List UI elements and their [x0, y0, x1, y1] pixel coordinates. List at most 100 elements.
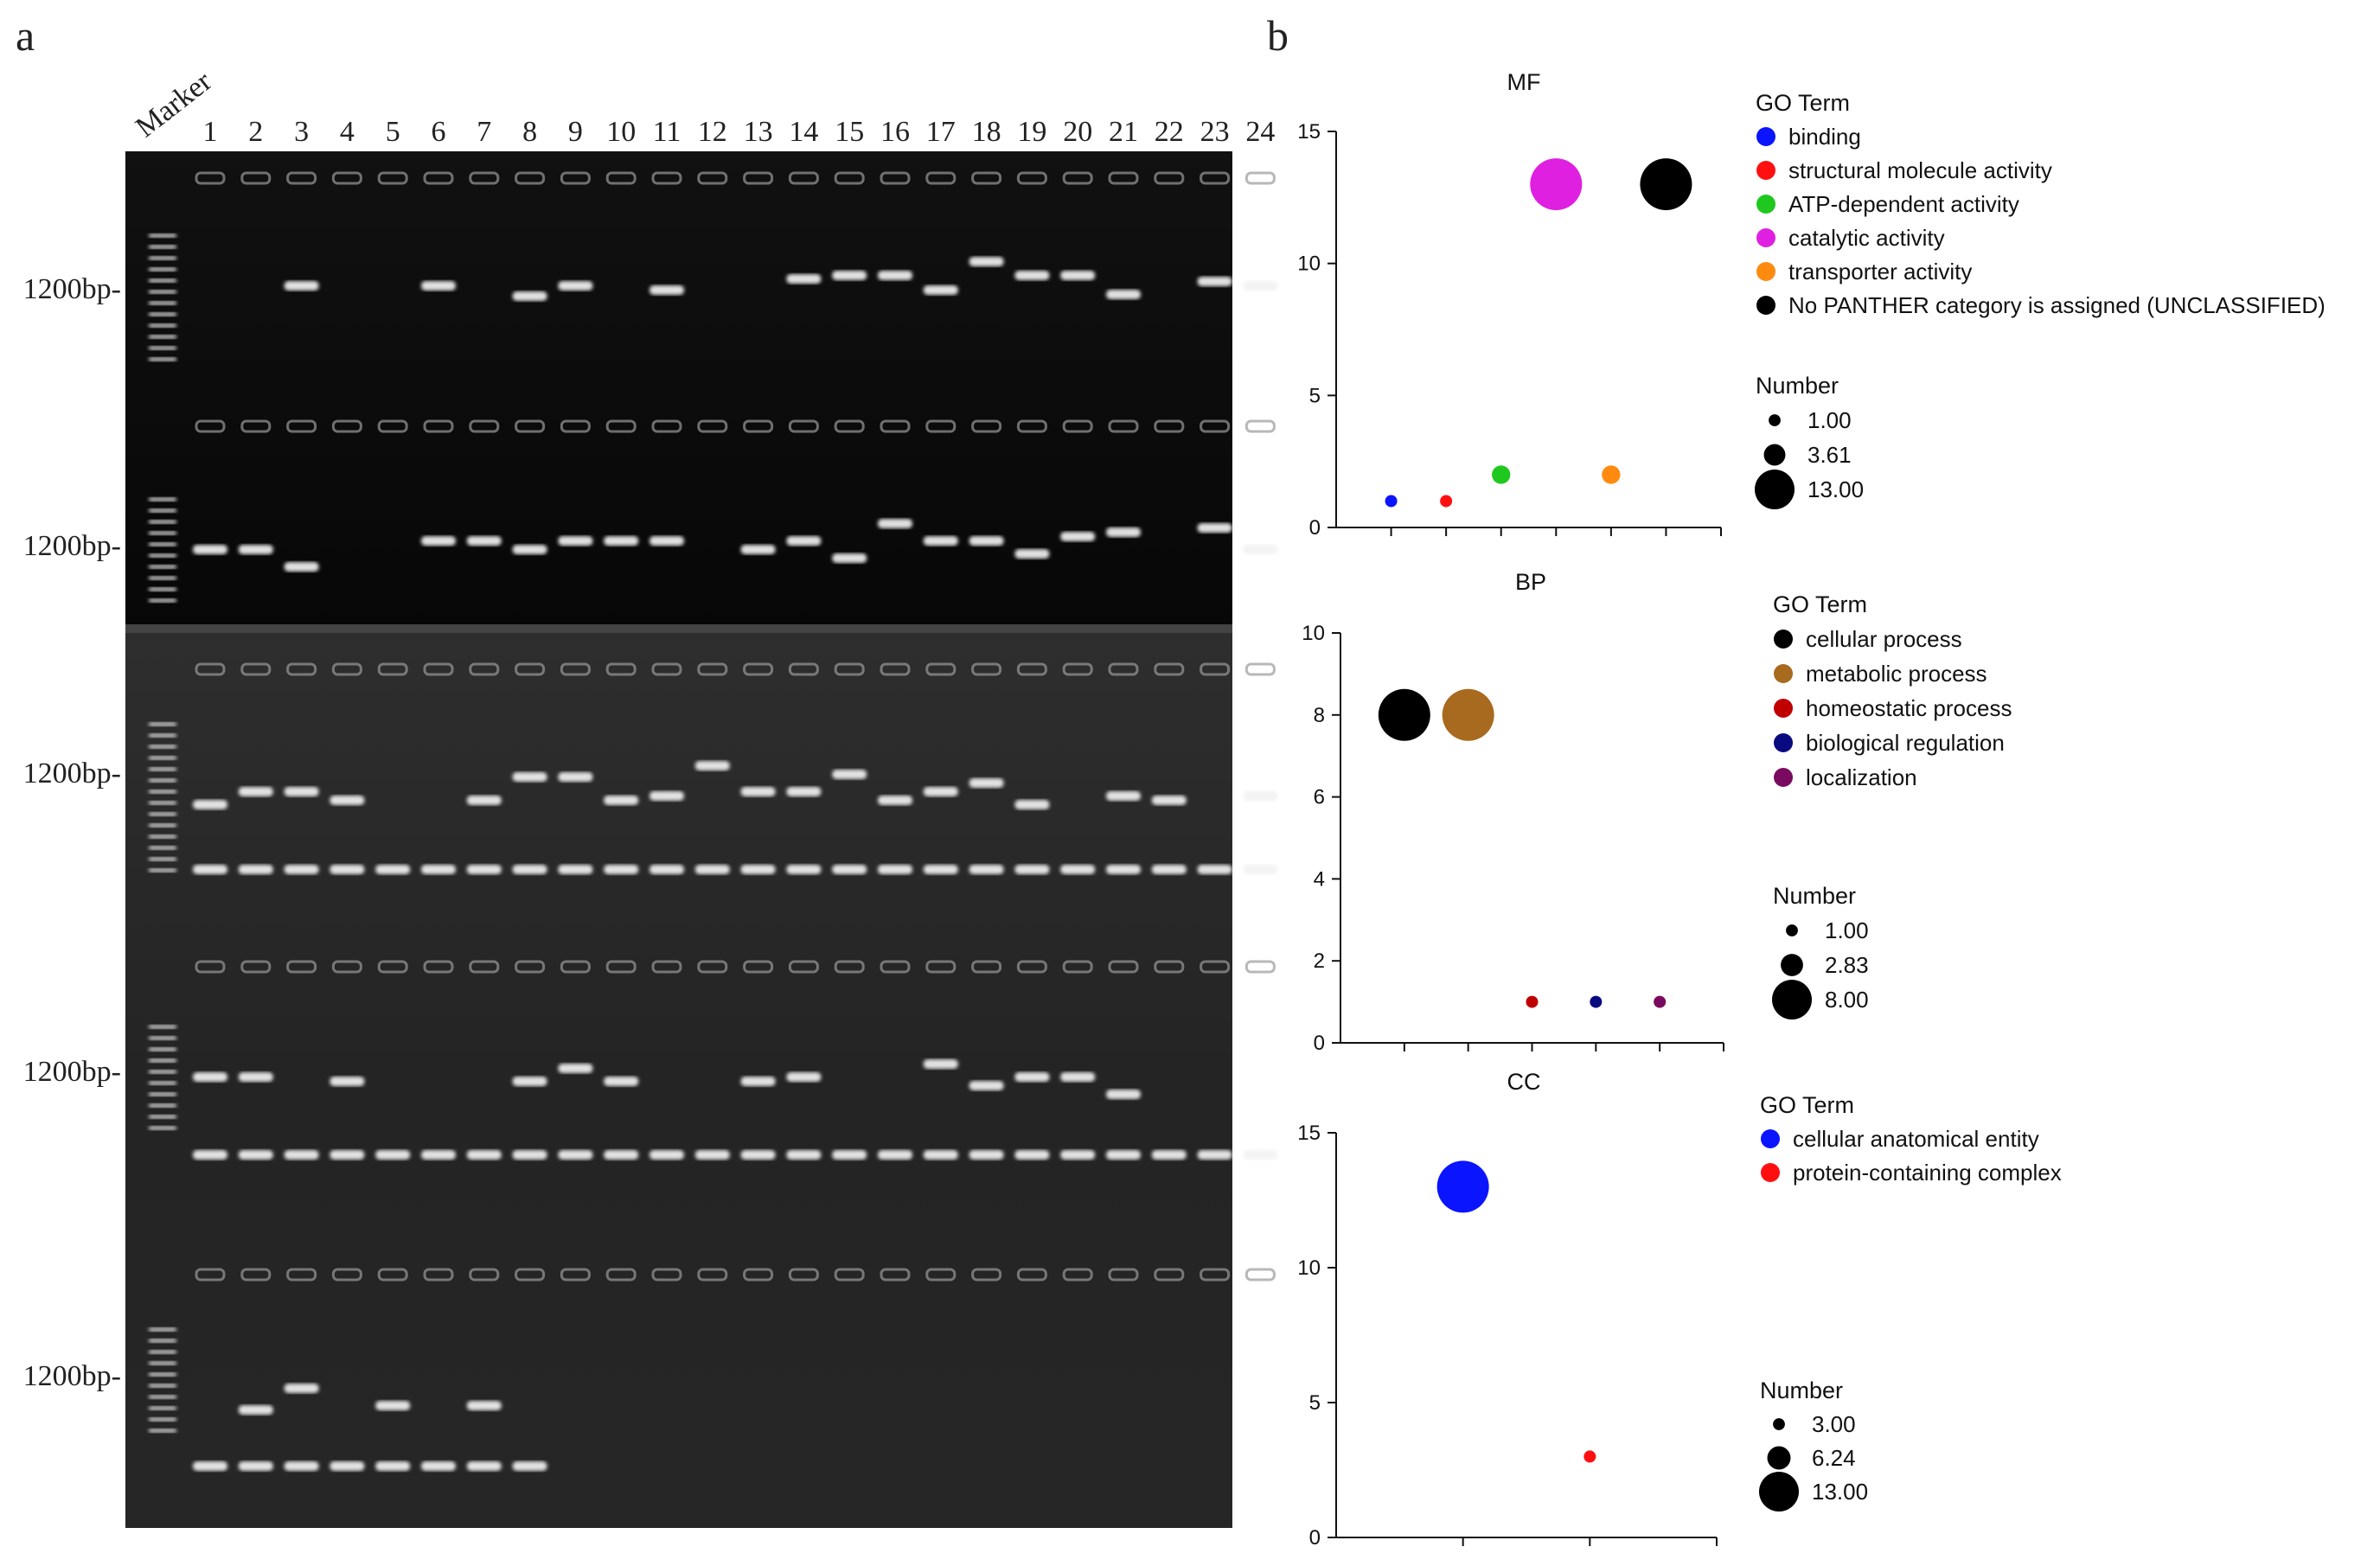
gel-well	[834, 171, 865, 185]
marker-band	[149, 1372, 176, 1377]
gel-well	[377, 960, 408, 974]
gel-band	[878, 519, 912, 528]
marker-band	[149, 789, 176, 794]
gel-band	[558, 1064, 593, 1073]
size-legend-marker	[1769, 414, 1781, 426]
gel-band	[238, 1405, 273, 1415]
marker-band	[149, 1092, 176, 1096]
marker-band	[149, 1417, 176, 1422]
gel-band	[740, 1077, 776, 1086]
gel-well	[286, 1268, 317, 1282]
gel-band	[466, 865, 502, 874]
gel-well	[1016, 419, 1047, 433]
gel-well	[469, 419, 500, 433]
gel-band	[969, 865, 1004, 874]
data-point	[1654, 995, 1667, 1008]
gel-band	[923, 1059, 958, 1069]
gel-band	[832, 271, 867, 280]
y-tick-label: 2	[1314, 949, 1325, 973]
gel-top	[125, 151, 1232, 629]
legend-entry: protein-containing complex	[1793, 1160, 2062, 1186]
gel-band	[1197, 523, 1232, 533]
gel-well	[697, 1268, 728, 1282]
gel-well	[1062, 171, 1093, 185]
gel-well	[697, 960, 728, 974]
gel-well	[743, 960, 774, 974]
gel-band	[1014, 549, 1050, 559]
gel-well	[697, 662, 728, 676]
gel-band	[786, 274, 822, 284]
gel-band	[1106, 290, 1141, 299]
size-legend-label: 3.61	[1807, 442, 1852, 468]
legend-entry: No PANTHER category is assigned (UNCLASS…	[1788, 292, 2326, 318]
marker-band	[149, 857, 176, 861]
gel-band	[878, 1150, 912, 1160]
lane-number: 12	[698, 116, 727, 148]
data-point	[1602, 465, 1621, 484]
gel-well	[1154, 960, 1185, 974]
lane-number: 9	[568, 116, 583, 148]
gel-band	[512, 772, 547, 782]
size-legend-title: Number	[1773, 883, 1856, 909]
gel-band	[1106, 527, 1141, 537]
gel-band	[740, 1150, 776, 1160]
gel-well	[1108, 171, 1139, 185]
marker-band	[149, 301, 176, 305]
chart-mf: MF 0 5 10 15 GO Term binding structural molecul…	[1297, 69, 2326, 540]
lane-number: 14	[789, 116, 818, 148]
gel-well	[880, 1268, 911, 1282]
gel-band	[375, 865, 411, 874]
gel-well	[1016, 171, 1047, 185]
lane-number: 11	[653, 116, 681, 148]
gel-band	[238, 1150, 273, 1160]
gel-band	[193, 1461, 227, 1471]
gel-well	[1062, 1268, 1093, 1282]
legend-entry: biological regulation	[1806, 730, 2005, 756]
y-tick-label: 0	[1314, 1032, 1325, 1055]
gel-band	[604, 1150, 639, 1160]
gel-band	[1197, 277, 1232, 286]
size-legend-label: 1.00	[1807, 407, 1852, 433]
gel-well	[1154, 662, 1185, 676]
gel-band	[193, 1150, 227, 1160]
size-legend-marker	[1773, 1418, 1785, 1430]
legend-marker	[1756, 262, 1775, 281]
marker-band	[149, 733, 176, 738]
gel-band	[786, 1072, 822, 1082]
gel-well	[331, 171, 362, 185]
gel-band	[649, 791, 684, 801]
gel-well	[515, 960, 546, 974]
legend-marker	[1756, 296, 1775, 315]
lane-number: 5	[386, 116, 400, 148]
legend-marker	[1756, 127, 1775, 146]
marker-band	[149, 846, 176, 850]
gel-band	[878, 865, 912, 874]
legend-entry: cellular anatomical entity	[1793, 1126, 2039, 1152]
gel-band	[1014, 271, 1050, 280]
legend-entry: transporter activity	[1788, 259, 1972, 284]
lane-number: 23	[1200, 116, 1230, 148]
gel-well	[1244, 1268, 1276, 1282]
gel-well	[1062, 419, 1093, 433]
marker-band	[149, 1025, 176, 1029]
legend-title: GO Term	[1773, 591, 1867, 617]
size-legend-title: Number	[1756, 373, 1839, 399]
gel-well	[743, 662, 774, 676]
lane-number: 19	[1017, 116, 1046, 148]
data-point	[1378, 688, 1430, 741]
gel-well	[469, 1268, 500, 1282]
marker-band	[149, 745, 176, 749]
data-point	[1583, 1450, 1596, 1463]
size-legend-title: Number	[1760, 1377, 1843, 1403]
y-tick-label: 0	[1309, 1526, 1321, 1550]
gel-well	[971, 960, 1002, 974]
gel-well	[605, 419, 637, 433]
gel-band	[284, 787, 319, 796]
gel-band	[558, 281, 593, 291]
marker-band	[149, 587, 176, 591]
gel-band	[923, 1150, 958, 1160]
marker-band	[149, 508, 176, 513]
legend-marker	[1756, 228, 1775, 247]
gel-well	[560, 662, 591, 676]
gel-band	[466, 1461, 502, 1471]
